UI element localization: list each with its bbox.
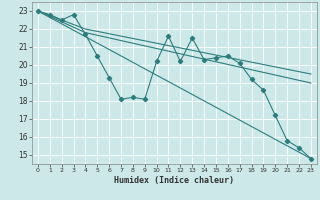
X-axis label: Humidex (Indice chaleur): Humidex (Indice chaleur) [115,176,234,185]
